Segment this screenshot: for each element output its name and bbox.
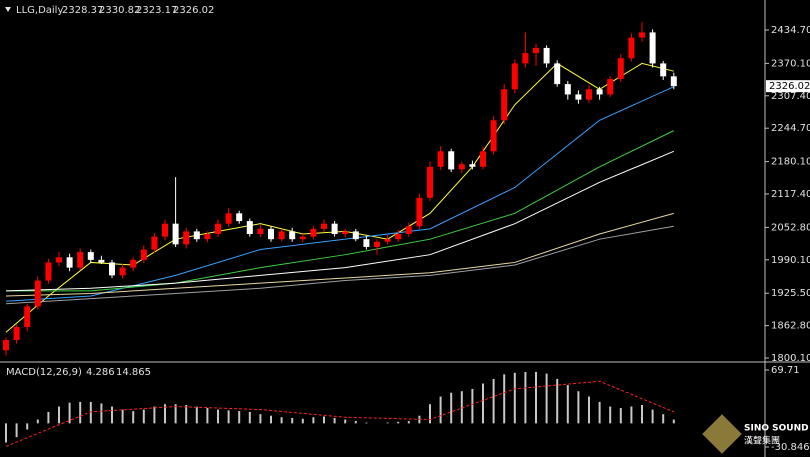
candle-body: [225, 213, 232, 224]
candle-body: [575, 94, 582, 100]
candle-body: [77, 252, 84, 268]
candle-body: [321, 223, 327, 229]
candle-body: [533, 47, 539, 54]
candle-body: [649, 32, 656, 64]
candle-body: [87, 252, 94, 260]
candle-body: [384, 239, 391, 242]
candle-body: [490, 120, 497, 152]
moving-average: [5, 86, 675, 302]
candle-body: [522, 53, 529, 64]
candle-body: [480, 151, 486, 167]
candle-body: [310, 228, 317, 237]
header-value: 2328.37: [62, 5, 103, 16]
logo-text: SINO SOUND: [744, 424, 809, 434]
candle-body: [363, 239, 370, 247]
candle-body: [193, 231, 200, 240]
candle-body: [554, 63, 561, 85]
macd-title: MACD(12,26,9): [6, 367, 82, 378]
chart-title: LLG,Daily: [16, 5, 63, 16]
candle-body: [448, 151, 455, 170]
signal-line: [5, 380, 674, 447]
candle-body: [405, 226, 412, 235]
candle-body: [617, 58, 624, 79]
candle-body: [670, 76, 677, 87]
y-tick-label: 2180.10: [771, 157, 810, 168]
logo-subtitle: 漢聲集團: [744, 435, 780, 447]
candle-body: [660, 63, 667, 77]
y-tick-label: -30.846: [771, 442, 810, 453]
candle-body: [268, 228, 274, 240]
y-tick-label: 2307.40: [771, 91, 810, 102]
candle-body: [278, 231, 285, 240]
y-tick-label: 1990.10: [771, 255, 810, 266]
candle-body: [374, 241, 380, 247]
header-value: 4.286: [86, 367, 115, 378]
last-price-box: [766, 80, 810, 93]
candle-body: [172, 223, 179, 245]
y-tick-label: 2434.70: [771, 25, 810, 36]
candle-body: [639, 32, 645, 38]
logo: SINO SOUND 漢聲集團: [702, 414, 809, 454]
candle-body: [98, 259, 105, 263]
menu-triangle: [5, 7, 11, 12]
candle-body: [151, 236, 158, 250]
y-tick-label: 2117.40: [771, 189, 810, 200]
candle-body: [342, 231, 349, 235]
candle-body: [427, 166, 433, 198]
candle-body: [607, 78, 614, 95]
y-tick-label: 1862.80: [771, 321, 810, 332]
candle-body: [437, 151, 444, 167]
candle-body: [628, 37, 635, 59]
candle-body: [140, 249, 147, 260]
candle-body: [299, 236, 306, 240]
candle-body: [289, 231, 296, 240]
moving-average: [5, 212, 674, 297]
candle-body: [24, 306, 31, 328]
candle-body: [586, 89, 592, 100]
candle-body: [34, 280, 41, 307]
y-tick-label: 2244.70: [771, 123, 810, 134]
y-tick-label: 69.71: [771, 365, 800, 376]
candle-body: [501, 89, 508, 121]
candle-body: [45, 262, 52, 281]
y-tick-label: 2370.10: [771, 58, 810, 69]
candle-body: [162, 223, 168, 237]
candle-body: [183, 231, 190, 245]
header-value: 14.865: [116, 367, 151, 378]
candle-body: [469, 164, 476, 167]
candle-body: [564, 84, 571, 95]
candle-body: [246, 221, 253, 235]
candle-body: [66, 257, 73, 268]
candle-body: [331, 223, 338, 235]
candle-body: [257, 228, 264, 235]
candle-body: [395, 234, 402, 240]
candle-body: [3, 339, 9, 351]
candle-body: [596, 89, 603, 95]
candle-body: [543, 47, 550, 64]
candle-body: [130, 259, 137, 268]
candle-body: [119, 267, 126, 276]
moving-average: [6, 130, 675, 292]
candle-body: [215, 223, 221, 235]
candle-body: [56, 257, 62, 263]
candle-body: [352, 231, 359, 240]
last-price-label: 2326.02: [769, 81, 810, 92]
logo-icon: [702, 414, 742, 454]
candle-body: [236, 213, 243, 222]
candle-body: [109, 262, 115, 276]
header-value: 2326.02: [173, 5, 214, 16]
candle-body: [13, 327, 20, 340]
header-value: 2330.82: [99, 5, 140, 16]
candle-body: [416, 197, 423, 227]
y-tick-label: 1800.10: [771, 353, 810, 364]
y-tick-label: 1925.50: [771, 288, 810, 299]
candle-body: [458, 164, 465, 170]
candle-body: [204, 234, 211, 240]
moving-average: [5, 225, 674, 305]
y-tick-label: 2052.80: [771, 222, 810, 233]
header-value: 2323.17: [136, 5, 177, 16]
candle-body: [511, 63, 518, 90]
moving-average: [5, 150, 674, 292]
